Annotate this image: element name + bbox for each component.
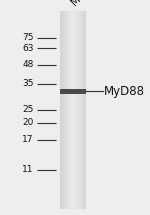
- Bar: [62, 11, 63, 209]
- Bar: [64, 11, 65, 209]
- Bar: [66, 11, 67, 209]
- Bar: [60, 89, 86, 94]
- Bar: [84, 11, 85, 209]
- Bar: [73, 11, 74, 209]
- Text: Molt-4: Molt-4: [69, 0, 99, 8]
- Bar: [75, 11, 76, 209]
- Text: 25: 25: [22, 105, 34, 114]
- Bar: [70, 11, 71, 209]
- Text: 48: 48: [22, 60, 34, 69]
- Bar: [74, 11, 75, 209]
- Bar: [83, 11, 84, 209]
- Bar: [71, 11, 72, 209]
- Bar: [68, 11, 69, 209]
- Bar: [78, 11, 79, 209]
- Bar: [76, 11, 77, 209]
- Text: 20: 20: [22, 118, 34, 127]
- Bar: [80, 11, 81, 209]
- Bar: [60, 11, 61, 209]
- Bar: [63, 11, 64, 209]
- Text: 63: 63: [22, 44, 34, 53]
- Bar: [61, 11, 62, 209]
- Bar: [77, 11, 78, 209]
- Bar: [82, 11, 83, 209]
- Bar: [69, 11, 70, 209]
- Bar: [85, 11, 86, 209]
- Text: MyD88: MyD88: [104, 85, 145, 98]
- Text: 75: 75: [22, 33, 34, 42]
- Bar: [65, 11, 66, 209]
- Bar: [67, 11, 68, 209]
- Text: 35: 35: [22, 79, 34, 88]
- Bar: [79, 11, 80, 209]
- Text: 17: 17: [22, 135, 34, 144]
- Bar: [81, 11, 82, 209]
- Bar: [72, 11, 73, 209]
- Text: 11: 11: [22, 165, 34, 174]
